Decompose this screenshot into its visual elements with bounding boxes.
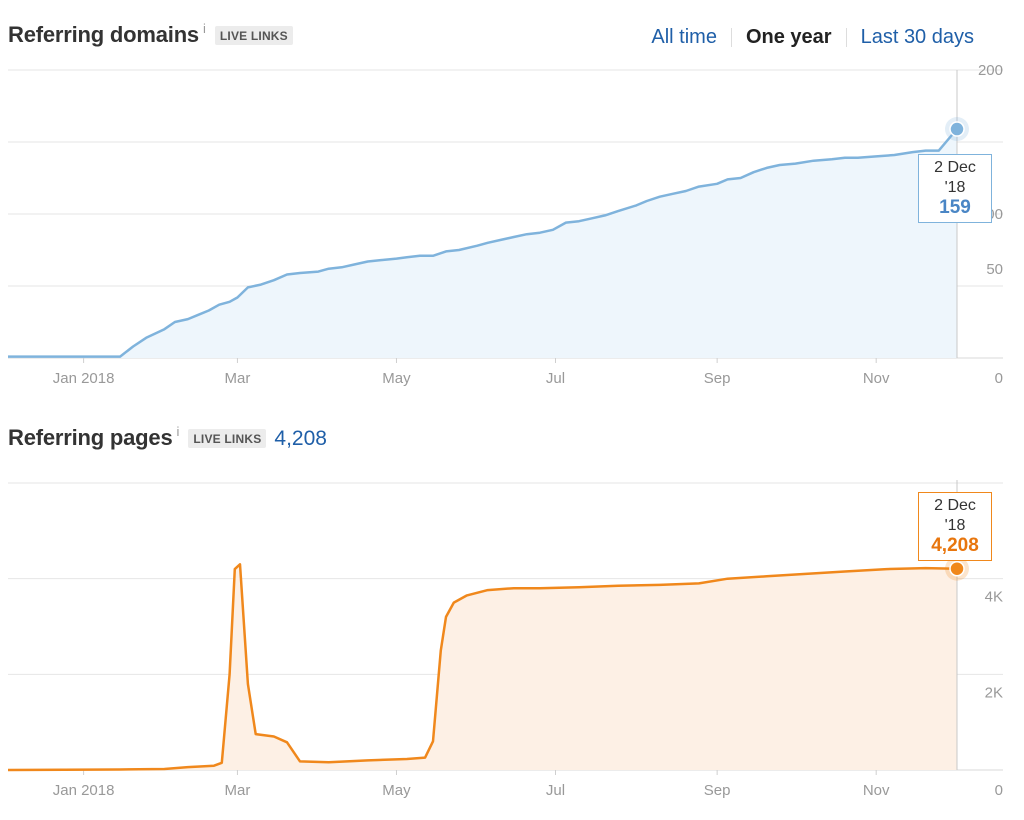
x-tick-label: Sep bbox=[704, 370, 731, 387]
domains-live-links-badge: LIVE LINKS bbox=[214, 26, 293, 45]
pages-chart: Jan 2018 Mar May Jul Sep Nov 0 2K 4K bbox=[7, 480, 1003, 799]
domains-tooltip-date: 2 Dec '18 bbox=[934, 159, 976, 196]
highlight-point bbox=[949, 121, 965, 137]
y-tick-label: 0 bbox=[995, 782, 1003, 799]
x-tick-label: Mar bbox=[225, 782, 251, 799]
x-tick-label: Nov bbox=[863, 782, 890, 799]
pages-total: 4,208 bbox=[274, 427, 327, 450]
range-one-year[interactable]: One year bbox=[745, 26, 832, 48]
y-tick-label: 2K bbox=[985, 684, 1003, 701]
y-tick-label: 0 bbox=[995, 370, 1003, 387]
range-divider bbox=[730, 28, 732, 47]
series-line bbox=[8, 128, 958, 358]
pages-header: Referring pages i LIVE LINKS 4,208 bbox=[8, 424, 327, 451]
pages-title: Referring pages bbox=[8, 425, 173, 450]
x-tick-label: Jul bbox=[546, 370, 565, 387]
series-area bbox=[8, 564, 957, 770]
domains-tooltip-value: 159 bbox=[939, 197, 971, 218]
x-tick-label: May bbox=[382, 370, 411, 387]
x-tick-label: May bbox=[382, 782, 411, 799]
x-tick-label: Sep bbox=[704, 782, 731, 799]
x-tick-label: Jan 2018 bbox=[53, 370, 115, 387]
pages-tooltip-date: 2 Dec '18 bbox=[934, 497, 976, 534]
x-tick-label: Mar bbox=[225, 370, 251, 387]
x-tick-label: Nov bbox=[863, 370, 890, 387]
x-tick-label: Jul bbox=[546, 782, 565, 799]
series-area bbox=[8, 129, 957, 358]
y-tick-label: 4K bbox=[985, 589, 1003, 606]
range-divider bbox=[845, 28, 847, 47]
pages-live-links-badge: LIVE LINKS bbox=[188, 429, 267, 448]
highlight-point bbox=[949, 560, 965, 577]
series-line bbox=[7, 563, 958, 772]
y-tick-label: 200 bbox=[978, 62, 1003, 79]
range-selector: All time One year Last 30 days bbox=[637, 24, 988, 51]
range-last-30-days[interactable]: Last 30 days bbox=[860, 26, 974, 48]
y-tick-label: 50 bbox=[986, 261, 1003, 278]
x-tick-label: Jan 2018 bbox=[53, 782, 115, 799]
domains-header: Referring domains i LIVE LINKS bbox=[8, 21, 293, 48]
domains-title: Referring domains bbox=[8, 22, 199, 47]
pages-tooltip: 2 Dec '18 4,208 bbox=[918, 492, 992, 561]
domains-info-icon[interactable]: i bbox=[202, 21, 206, 36]
pages-info-icon[interactable]: i bbox=[176, 424, 180, 439]
pages-tooltip-value: 4,208 bbox=[931, 535, 979, 556]
range-all-time[interactable]: All time bbox=[651, 26, 717, 48]
domains-chart: Jan 2018MarMayJulSepNov050100200 bbox=[8, 62, 1003, 387]
domains-tooltip: 2 Dec '18 159 bbox=[918, 154, 992, 223]
